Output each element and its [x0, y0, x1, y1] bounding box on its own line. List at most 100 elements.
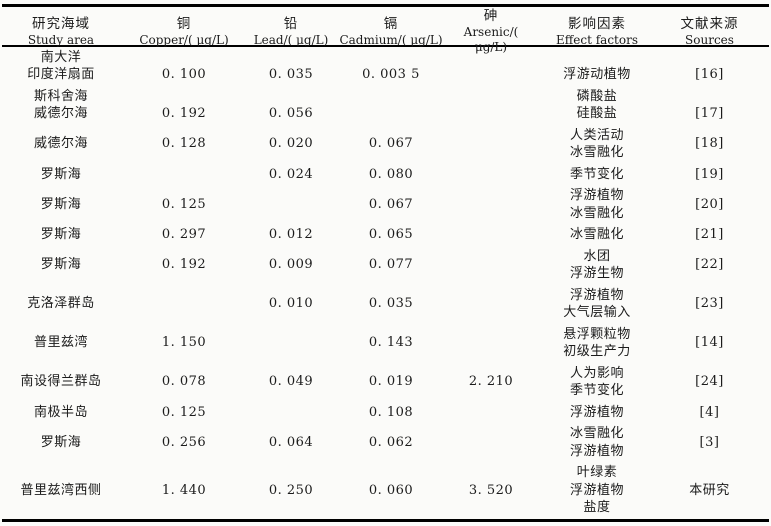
header-effect-factors: 影响因素 Effect factors — [536, 15, 658, 48]
header-study-area-cn: 研究海域 — [32, 15, 90, 32]
cell-source-ref: [22] — [658, 248, 761, 283]
cell-line: 0. 256 — [161, 434, 207, 450]
header-study-area-en: Study area — [27, 32, 95, 47]
cell-source-ref: [24] — [658, 365, 761, 400]
header-cadmium-cn: 镉 — [383, 15, 399, 32]
cell-source-ref: [18] — [658, 127, 761, 162]
cell-line: 0. 192 — [161, 257, 207, 273]
cell-line: 0. 060 — [368, 482, 414, 498]
cell-arsenic-value — [446, 166, 536, 184]
cell-line: 浮游生物 — [569, 266, 624, 281]
table-row: 罗斯海 0. 024 0. 080 季节变化 [19] — [0, 164, 771, 186]
cell-line: 0. 010 — [268, 296, 314, 312]
cell-line: 0. 125 — [161, 404, 207, 420]
cell-line: 浮游植物 — [569, 482, 624, 498]
cell-effect-factors: 磷酸盐 硅酸盐 — [536, 88, 658, 123]
table-row: 威德尔海 0. 128 0. 020 0. 067 人类活动 冰雪融化 [18] — [0, 125, 771, 164]
cell-cadmium-value: 0. 003 5 — [336, 49, 446, 84]
cell-line: 0. 003 5 — [362, 67, 420, 82]
cell-cadmium-value: 0. 080 — [336, 166, 446, 184]
cell-copper-value: 1. 150 — [122, 326, 246, 361]
cell-line: 克洛泽群岛 — [27, 296, 95, 312]
cell-copper-value: 0. 192 — [122, 88, 246, 123]
cell-line: 0. 056 — [268, 106, 314, 121]
cell-copper-value: 0. 192 — [122, 248, 246, 283]
cell-line — [182, 88, 187, 106]
cell-source-ref: [20] — [658, 187, 761, 222]
cell-line: [16] — [695, 67, 724, 82]
cell-cadmium-value: 0. 067 — [336, 187, 446, 222]
cell-cadmium-value: 0. 035 — [336, 287, 446, 322]
cell-line: 人类活动 — [569, 127, 624, 143]
cell-line: 本研究 — [689, 482, 730, 498]
cell-line: [23] — [695, 296, 724, 312]
cell-cadmium-value: 0. 062 — [336, 425, 446, 460]
table-row: 罗斯海 0. 192 0. 009 0. 077 水团 浮游生物 [22] — [0, 246, 771, 285]
cell-line: 磷酸盐 — [576, 88, 618, 104]
cell-source-ref: [19] — [658, 166, 761, 184]
cell-arsenic-value — [446, 187, 536, 222]
cell-line — [707, 49, 712, 67]
header-copper-en: Copper/( μg/L) — [139, 32, 229, 47]
cell-line: 盐度 — [583, 500, 611, 515]
cell-line: 硅酸盐 — [576, 106, 618, 121]
header-copper: 铜 Copper/( μg/L) — [122, 15, 246, 48]
cell-line: 南设得兰群岛 — [20, 374, 102, 390]
cell-line: 0. 035 — [268, 67, 314, 82]
header-sources: 文献来源 Sources — [658, 15, 761, 48]
cell-line — [289, 49, 294, 67]
cell-arsenic-value: 3. 520 — [446, 464, 536, 517]
cell-arsenic-value — [446, 127, 536, 162]
table-row: 普里兹湾西侧 1. 440 0. 250 0. 060 3. 520 叶绿素 浮游植物 盐度 本… — [0, 462, 771, 519]
cell-line: 0. 077 — [368, 257, 414, 273]
cell-lead-value: 0. 250 — [246, 464, 336, 517]
cell-lead-value: 0. 009 — [246, 248, 336, 283]
cell-copper-value: 0. 297 — [122, 226, 246, 244]
cell-cadmium-value: 0. 077 — [336, 248, 446, 283]
cell-cadmium-value — [336, 88, 446, 123]
cell-line: 0. 024 — [268, 166, 314, 182]
header-arsenic-en: Arsenic/( μg/L) — [463, 25, 519, 54]
cell-line: 悬浮颗粒物 — [563, 326, 631, 342]
cell-line — [182, 49, 187, 67]
cell-effect-factors: 季节变化 — [536, 166, 658, 184]
header-effect-factors-cn: 影响因素 — [568, 15, 626, 32]
cell-line: 罗斯海 — [40, 257, 82, 273]
cell-line: 威德尔海 — [33, 106, 88, 121]
cell-arsenic-value — [446, 287, 536, 322]
cell-line: 印度洋扇面 — [27, 67, 95, 82]
cell-line: 0. 065 — [368, 227, 414, 242]
cell-line: 冰雪融化 — [569, 205, 624, 221]
cell-arsenic-value — [446, 404, 536, 422]
cell-line: 0. 100 — [161, 67, 207, 82]
cell-line: 浮游植物 — [569, 287, 624, 303]
table-bottom-rule — [2, 518, 769, 522]
cell-line: 冰雪融化 — [569, 426, 624, 441]
cell-effect-factors: 人为影响 季节变化 — [536, 365, 658, 400]
cell-copper-value: 0. 125 — [122, 404, 246, 422]
cell-copper-value: 1. 440 — [122, 464, 246, 517]
cell-effect-factors: 浮游动植物 — [536, 49, 658, 84]
cell-arsenic-value — [446, 326, 536, 361]
header-arsenic: 砷 Arsenic/( μg/L) — [446, 7, 536, 55]
cell-line: [19] — [695, 166, 724, 182]
cell-line: [22] — [695, 257, 724, 273]
header-lead: 铅 Lead/( μg/L) — [246, 15, 336, 48]
cell-line: 0. 192 — [161, 106, 207, 121]
cell-line: 0. 012 — [268, 227, 314, 242]
cell-arsenic-value — [446, 248, 536, 283]
cell-copper-value: 0. 100 — [122, 49, 246, 84]
cell-lead-value: 0. 024 — [246, 166, 336, 184]
cell-line: [18] — [695, 136, 724, 152]
table-row: 罗斯海 0. 256 0. 064 0. 062 冰雪融化 浮游植物 [3] — [0, 423, 771, 462]
cell-study-area: 南大洋 印度洋扇面 — [0, 49, 122, 84]
cell-study-area: 罗斯海 — [0, 226, 122, 244]
table-top-rule — [2, 4, 769, 7]
cell-source-ref: [14] — [658, 326, 761, 361]
header-sources-en: Sources — [685, 32, 734, 47]
cell-line: [24] — [695, 374, 724, 390]
cell-lead-value: 0. 010 — [246, 287, 336, 322]
cell-line: 1. 150 — [161, 335, 207, 351]
cell-copper-value — [122, 287, 246, 322]
